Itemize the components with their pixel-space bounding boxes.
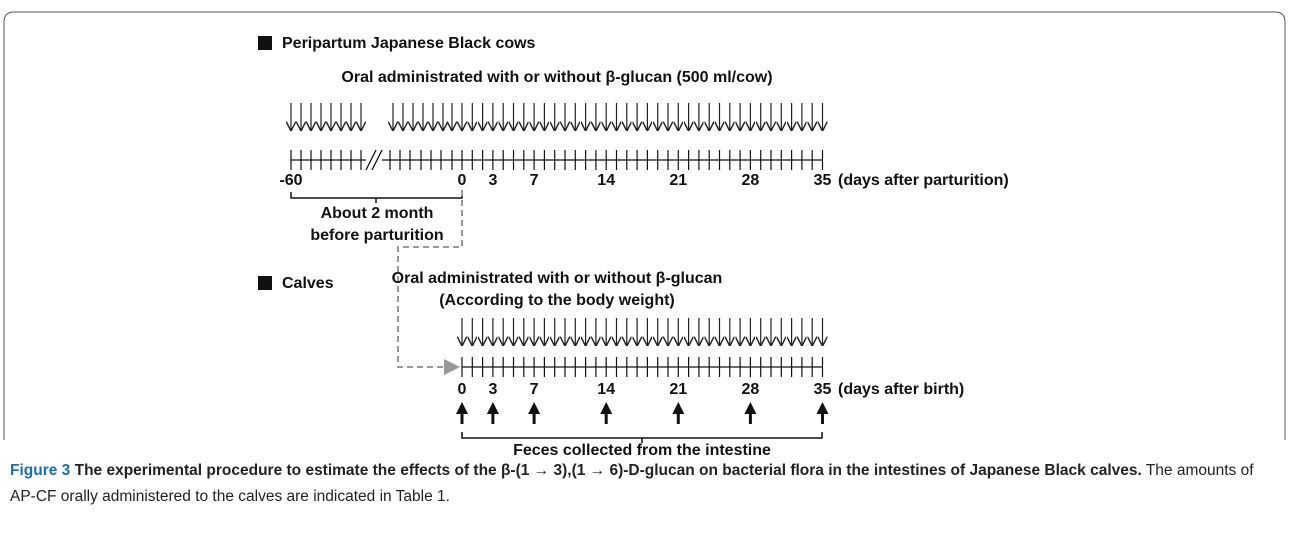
bracket-line: About 2 month	[321, 205, 434, 222]
tick-label: 28	[742, 172, 760, 189]
tick-label: 3	[488, 172, 497, 189]
bracket	[290, 192, 463, 203]
tick-label: 14	[597, 172, 615, 189]
bullet	[258, 36, 272, 50]
tick-label: 28	[742, 381, 760, 398]
connector	[397, 190, 463, 375]
caption: Figure 3 The experimental procedure to e…	[10, 458, 1275, 510]
tick-label: 21	[669, 172, 687, 189]
tick-label: 14	[597, 381, 615, 398]
tick-label: -60	[279, 172, 302, 189]
bracket	[461, 432, 823, 443]
calves-administration: (According to the body weight)	[439, 292, 675, 309]
tick-label: 3	[488, 381, 497, 398]
cows-administration: Oral administrated with or without β-glu…	[341, 69, 772, 86]
tick-label: 35	[814, 172, 832, 189]
tick-label: 7	[530, 381, 539, 398]
axis-break	[365, 149, 383, 171]
caption-title: The experimental procedure to estimate t…	[74, 462, 1142, 479]
tick-label: 35	[814, 381, 832, 398]
tick-label: 21	[669, 381, 687, 398]
caption-label: Figure 3	[10, 462, 71, 479]
cows-heading: Peripartum Japanese Black cows	[282, 35, 536, 52]
calves-axis-label: (days after birth)	[838, 381, 964, 398]
caption-text: The amounts of AP-CF orally administered…	[10, 462, 1254, 505]
bracket-line: before parturition	[310, 227, 443, 244]
cows-axis-label: (days after parturition)	[838, 172, 1009, 189]
calves-administration: Oral administrated with or without β-glu…	[392, 270, 723, 287]
calves-heading: Calves	[282, 275, 334, 292]
tick-label: 7	[530, 172, 539, 189]
tick-label: 0	[458, 172, 467, 189]
frame	[3, 11, 1286, 440]
tick-label: 0	[458, 381, 467, 398]
bullet	[258, 276, 272, 290]
collection-label: Feces collected from the intestine	[513, 442, 771, 459]
